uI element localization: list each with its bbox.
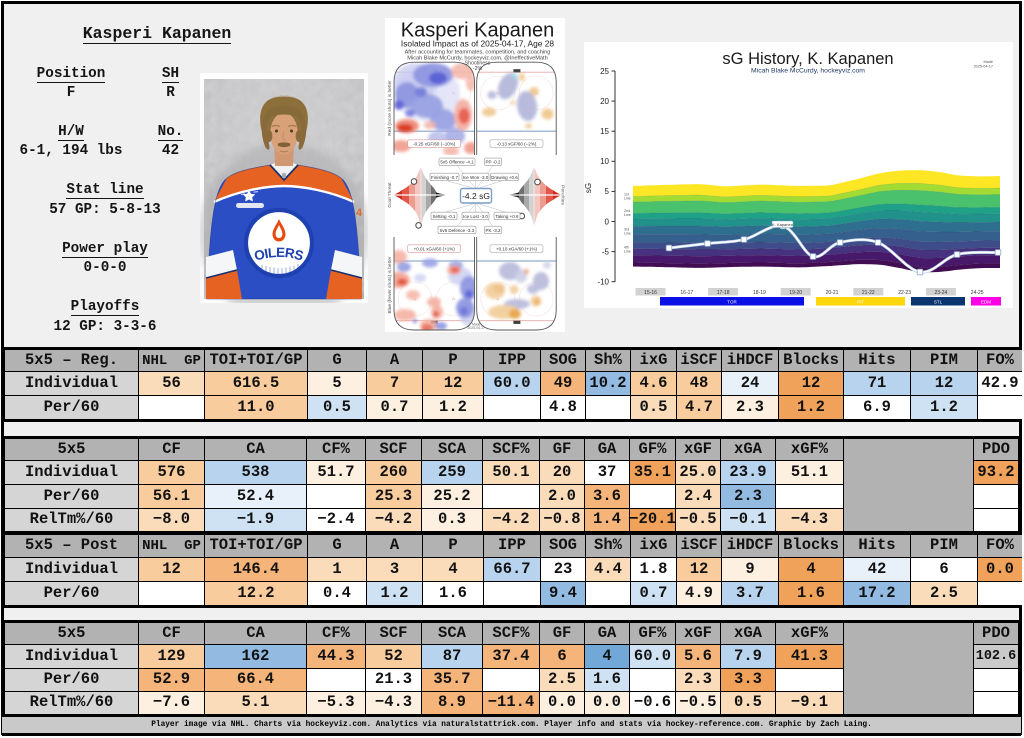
svg-text:After accounting for teammates: After accounting for teammates, competit… xyxy=(405,49,551,55)
svg-text:2nd: 2nd xyxy=(624,209,630,213)
svg-text:24-25: 24-25 xyxy=(971,290,984,296)
svg-text:0: 0 xyxy=(605,217,610,226)
svg-text:Line: Line xyxy=(624,213,631,217)
svg-text:-2%: -2% xyxy=(473,66,483,72)
svg-text:3rd: 3rd xyxy=(624,228,629,232)
svg-text:15-16: 15-16 xyxy=(644,290,657,296)
svg-text:Kasperi Kapanen: Kasperi Kapanen xyxy=(401,20,554,42)
svg-text:-0.25 xGF/60 (−10%): -0.25 xGF/60 (−10%) xyxy=(413,141,456,146)
svg-text:Isolated Impact as of 2025-04-: Isolated Impact as of 2025-04-17, Age 28 xyxy=(401,39,555,49)
svg-text:-0.13 xGF/60 (−2%): -0.13 xGF/60 (−2%) xyxy=(497,141,537,146)
svg-text:Ice Won -3.0: Ice Won -3.0 xyxy=(463,175,489,180)
svg-text:Drawing +0.6: Drawing +0.6 xyxy=(491,175,518,180)
svg-text:20-21: 20-21 xyxy=(826,290,839,296)
svg-text:PK -3.2: PK -3.2 xyxy=(485,228,501,233)
svg-text:+0.01 xGA/60 (+1%): +0.01 xGA/60 (+1%) xyxy=(414,246,456,251)
svg-text:18-19: 18-19 xyxy=(753,290,766,296)
svg-text:2025-04-17: 2025-04-17 xyxy=(468,326,485,330)
svg-text:Line: Line xyxy=(624,250,631,254)
svg-text:OILERS: OILERS xyxy=(253,245,306,264)
svg-text:+0.10 xGA/60 (+1%): +0.10 xGA/60 (+1%) xyxy=(496,246,538,251)
svg-text:Made: Made xyxy=(472,323,481,327)
svg-text:4th: 4th xyxy=(624,246,629,250)
svg-text:25: 25 xyxy=(600,67,609,76)
svg-text:17-18: 17-18 xyxy=(717,290,730,296)
svg-text:16-17: 16-17 xyxy=(680,290,693,296)
svg-text:Line: Line xyxy=(624,232,631,236)
svg-text:PP -0.2: PP -0.2 xyxy=(486,160,501,165)
svg-text:EDM: EDM xyxy=(981,299,991,304)
svg-text:4: 4 xyxy=(356,207,363,219)
svg-text:Micah Blake McCurdy, hockeyviz: Micah Blake McCurdy, hockeyviz.com xyxy=(751,68,865,75)
svg-text:K. Kapanen: K. Kapanen xyxy=(772,222,793,227)
svg-text:Blue (fewer shots) is better: Blue (fewer shots) is better xyxy=(387,256,393,313)
svg-text:19-20: 19-20 xyxy=(789,290,802,296)
svg-text:1st: 1st xyxy=(624,193,629,197)
svg-text:Line: Line xyxy=(624,197,631,201)
svg-text:PIT: PIT xyxy=(857,299,864,304)
svg-text:Micah Blake McCurdy, hockeyviz: Micah Blake McCurdy, hockeyviz.com, @Ine… xyxy=(407,55,547,61)
svg-text:Finishing -0.7: Finishing -0.7 xyxy=(431,175,459,180)
svg-text:22-23: 22-23 xyxy=(898,290,911,296)
svg-text:Made: Made xyxy=(984,60,994,64)
svg-text:21-22: 21-22 xyxy=(862,290,875,296)
svg-text:Ice Lost -3.0: Ice Lost -3.0 xyxy=(463,214,488,219)
svg-text:Red (more shots) is better: Red (more shots) is better xyxy=(387,80,393,136)
svg-text:15: 15 xyxy=(600,127,609,136)
svg-text:23-24: 23-24 xyxy=(935,290,948,296)
svg-text:10: 10 xyxy=(600,157,609,166)
svg-text:TOR: TOR xyxy=(727,299,737,304)
svg-text:sG: sG xyxy=(584,183,593,193)
svg-text:Shootiness: Shootiness xyxy=(465,61,491,67)
svg-text:2025-04-17: 2025-04-17 xyxy=(974,65,993,69)
svg-text:5: 5 xyxy=(605,187,610,196)
svg-text:-4.2 sG: -4.2 sG xyxy=(462,191,490,201)
svg-text:Taking +0.6: Taking +0.6 xyxy=(495,214,519,219)
svg-text:Goal Threat: Goal Threat xyxy=(387,182,393,208)
svg-text:5v5 Defence -3.3: 5v5 Defence -3.3 xyxy=(440,228,475,233)
svg-text:sG History, K. Kapanen: sG History, K. Kapanen xyxy=(722,50,893,68)
svg-text:Setting -0.1: Setting -0.1 xyxy=(432,214,456,219)
svg-text:STL: STL xyxy=(934,299,943,304)
svg-text:20: 20 xyxy=(600,97,609,106)
svg-text:-5: -5 xyxy=(602,247,610,256)
svg-text:5v5 Offence -4.1: 5v5 Offence -4.1 xyxy=(440,160,474,165)
svg-text:-10: -10 xyxy=(597,278,609,287)
